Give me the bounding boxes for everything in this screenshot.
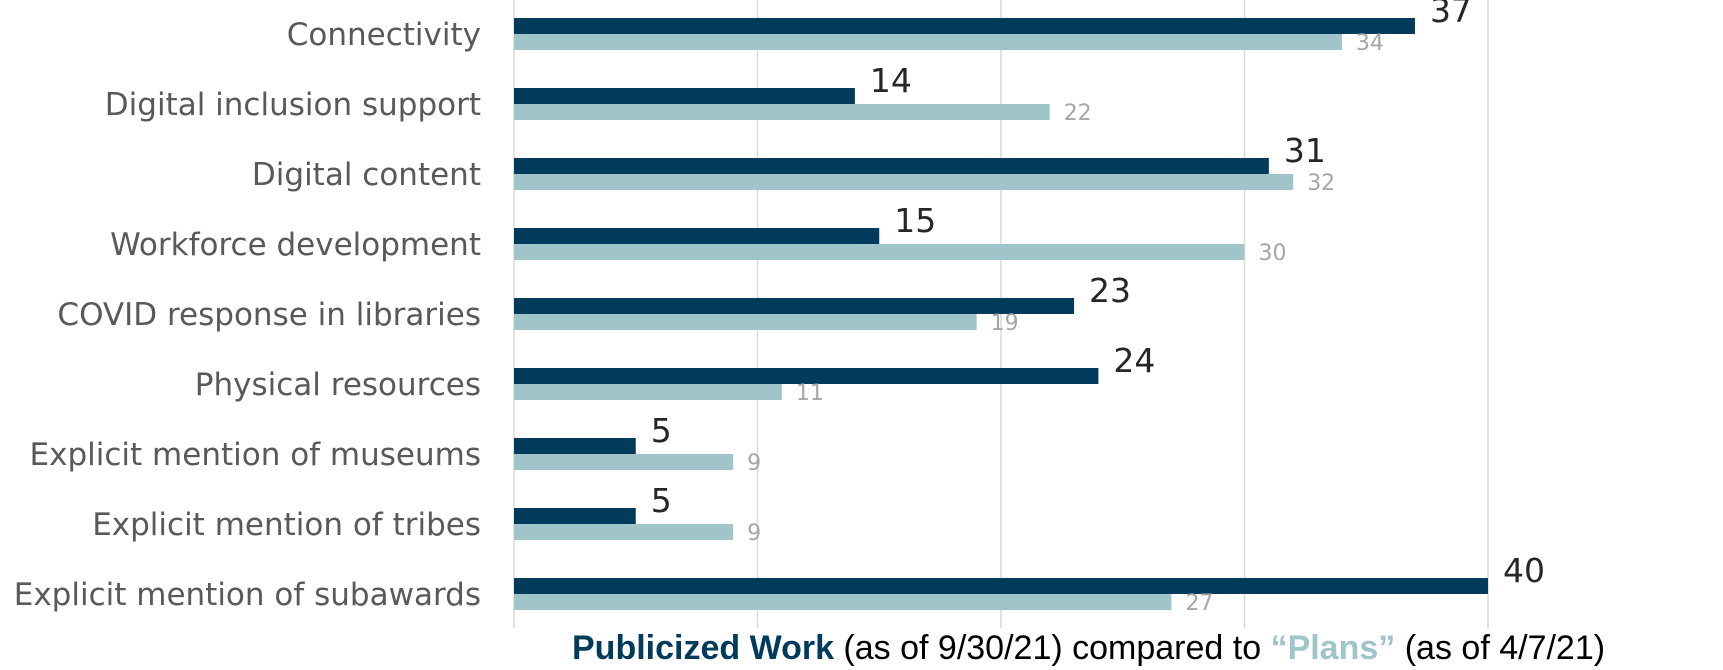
data-label-plans: 30 <box>1259 241 1287 266</box>
bars <box>514 18 1488 610</box>
bar-plans <box>514 244 1245 260</box>
bar-publicized-work <box>514 228 880 244</box>
category-label: Digital inclusion support <box>105 87 481 123</box>
bar-publicized-work <box>514 578 1488 594</box>
category-labels: Connectivity Digital inclusion support Dig… <box>14 17 481 613</box>
data-label-publicized-work: 31 <box>1284 131 1326 170</box>
bar-plans <box>514 314 977 330</box>
data-label-plans: 11 <box>796 381 824 406</box>
chart-caption: Publicized Work (as of 9/30/21) compared… <box>572 628 1605 668</box>
category-label: Explicit mention of museums <box>30 437 481 473</box>
bar-publicized-work <box>514 18 1415 34</box>
category-label: Connectivity <box>287 17 481 53</box>
bar-publicized-work <box>514 158 1269 174</box>
caption-work-label: Publicized Work <box>572 629 834 667</box>
data-label-publicized-work: 23 <box>1089 271 1131 310</box>
caption-work-date: (as of 9/30/21) compared to <box>833 629 1271 667</box>
bar-publicized-work <box>514 88 855 104</box>
data-label-plans: 9 <box>747 451 761 476</box>
data-label-plans: 32 <box>1307 171 1335 196</box>
caption-plans-date: (as of 4/7/21) <box>1395 629 1606 667</box>
category-label: Explicit mention of tribes <box>92 507 481 543</box>
bar-plans <box>514 594 1172 610</box>
category-label: Digital content <box>252 157 481 193</box>
bar-plans <box>514 384 782 400</box>
bar-publicized-work <box>514 368 1099 384</box>
data-label-publicized-work: 14 <box>870 61 912 100</box>
data-label-plans: 9 <box>747 521 761 546</box>
category-label: COVID response in libraries <box>57 297 481 333</box>
category-label: Physical resources <box>195 367 481 403</box>
bar-plans <box>514 34 1342 50</box>
data-label-publicized-work: 15 <box>894 201 936 240</box>
bar-plans <box>514 454 734 470</box>
data-label-plans: 22 <box>1064 101 1092 126</box>
data-label-publicized-work: 5 <box>651 411 672 450</box>
data-label-publicized-work: 37 <box>1430 0 1472 30</box>
caption-plans-label: “Plans” <box>1270 629 1396 667</box>
bar-publicized-work <box>514 298 1075 314</box>
bar-publicized-work <box>514 438 636 454</box>
category-label: Workforce development <box>110 227 481 263</box>
data-label-publicized-work: 40 <box>1503 551 1545 590</box>
data-label-publicized-work: 24 <box>1113 341 1155 380</box>
data-label-publicized-work: 5 <box>651 481 672 520</box>
bar-plans <box>514 174 1294 190</box>
category-label: Explicit mention of subawards <box>14 577 481 613</box>
data-label-plans: 34 <box>1356 31 1384 56</box>
bar-plans <box>514 524 734 540</box>
data-label-plans: 19 <box>991 311 1019 336</box>
bar-plans <box>514 104 1050 120</box>
data-label-plans: 27 <box>1185 591 1213 616</box>
bar-publicized-work <box>514 508 636 524</box>
